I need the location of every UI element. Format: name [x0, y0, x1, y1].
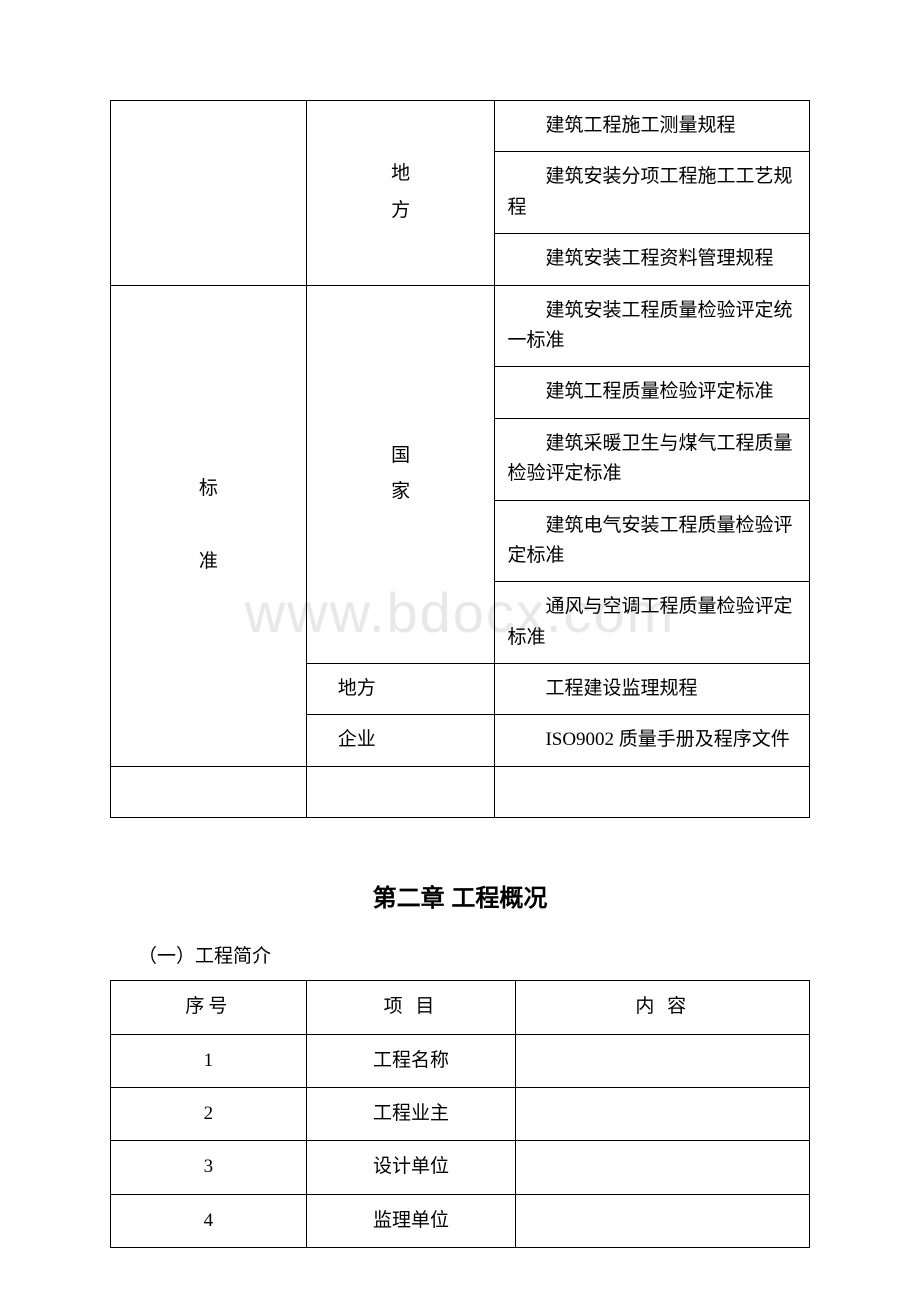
cell-num: 4: [111, 1194, 307, 1247]
char: 准: [123, 547, 294, 577]
cell-category-standard: 标 准: [111, 285, 307, 766]
cell-empty: [306, 766, 495, 817]
cell-content: 通风与空调工程质量检验评定标准: [495, 582, 810, 664]
chapter-title: 第二章 工程概况: [110, 878, 810, 913]
section-heading: （一）工程简介: [138, 941, 810, 968]
cell-empty: [495, 766, 810, 817]
cell-content: ISO9002 质量手册及程序文件: [495, 715, 810, 766]
header-num: 序号: [111, 981, 307, 1034]
cell-content: 建筑采暖卫生与煤气工程质量检验评定标准: [495, 418, 810, 500]
cell-content: [516, 1088, 810, 1141]
char: 方: [319, 196, 483, 226]
project-overview-table: 序号 项 目 内 容 1 工程名称 2 工程业主 3 设计单位 4 监理单位: [110, 980, 810, 1248]
cell-category-blank: [111, 101, 307, 286]
header-content: 内 容: [516, 981, 810, 1034]
char: 国: [319, 441, 483, 471]
cell-content: [516, 1194, 810, 1247]
char: 家: [319, 477, 483, 507]
table-row: 2 工程业主: [111, 1088, 810, 1141]
cell-content: [516, 1034, 810, 1087]
table-row: 3 设计单位: [111, 1141, 810, 1194]
cell-content: 建筑安装工程质量检验评定统一标准: [495, 285, 810, 367]
cell-content: 建筑工程质量检验评定标准: [495, 367, 810, 418]
cell-level-enterprise: 企业: [306, 715, 495, 766]
cell-item: 设计单位: [306, 1141, 516, 1194]
cell-level-national: 国 家: [306, 285, 495, 664]
cell-content: 建筑安装分项工程施工工艺规程: [495, 152, 810, 234]
table-row: 地 方 建筑工程施工测量规程: [111, 101, 810, 152]
table-header-row: 序号 项 目 内 容: [111, 981, 810, 1034]
table-row: 4 监理单位: [111, 1194, 810, 1247]
cell-num: 1: [111, 1034, 307, 1087]
cell-content: 建筑工程施工测量规程: [495, 101, 810, 152]
standards-table: 地 方 建筑工程施工测量规程 建筑安装分项工程施工工艺规程 建筑安装工程资料管理…: [110, 100, 810, 818]
table-row-empty: [111, 766, 810, 817]
cell-num: 2: [111, 1088, 307, 1141]
cell-item: 工程业主: [306, 1088, 516, 1141]
cell-level-local: 地 方: [306, 101, 495, 286]
char: 地: [319, 159, 483, 189]
cell-level-local2: 地方: [306, 664, 495, 715]
cell-num: 3: [111, 1141, 307, 1194]
cell-content: [516, 1141, 810, 1194]
cell-item: 工程名称: [306, 1034, 516, 1087]
cell-empty: [111, 766, 307, 817]
table-row: 标 准 国 家 建筑安装工程质量检验评定统一标准: [111, 285, 810, 367]
cell-content: 建筑电气安装工程质量检验评定标准: [495, 500, 810, 582]
cell-item: 监理单位: [306, 1194, 516, 1247]
cell-content: 建筑安装工程资料管理规程: [495, 234, 810, 285]
char: 标: [123, 474, 294, 504]
cell-content: 工程建设监理规程: [495, 664, 810, 715]
header-item: 项 目: [306, 981, 516, 1034]
table-row: 1 工程名称: [111, 1034, 810, 1087]
